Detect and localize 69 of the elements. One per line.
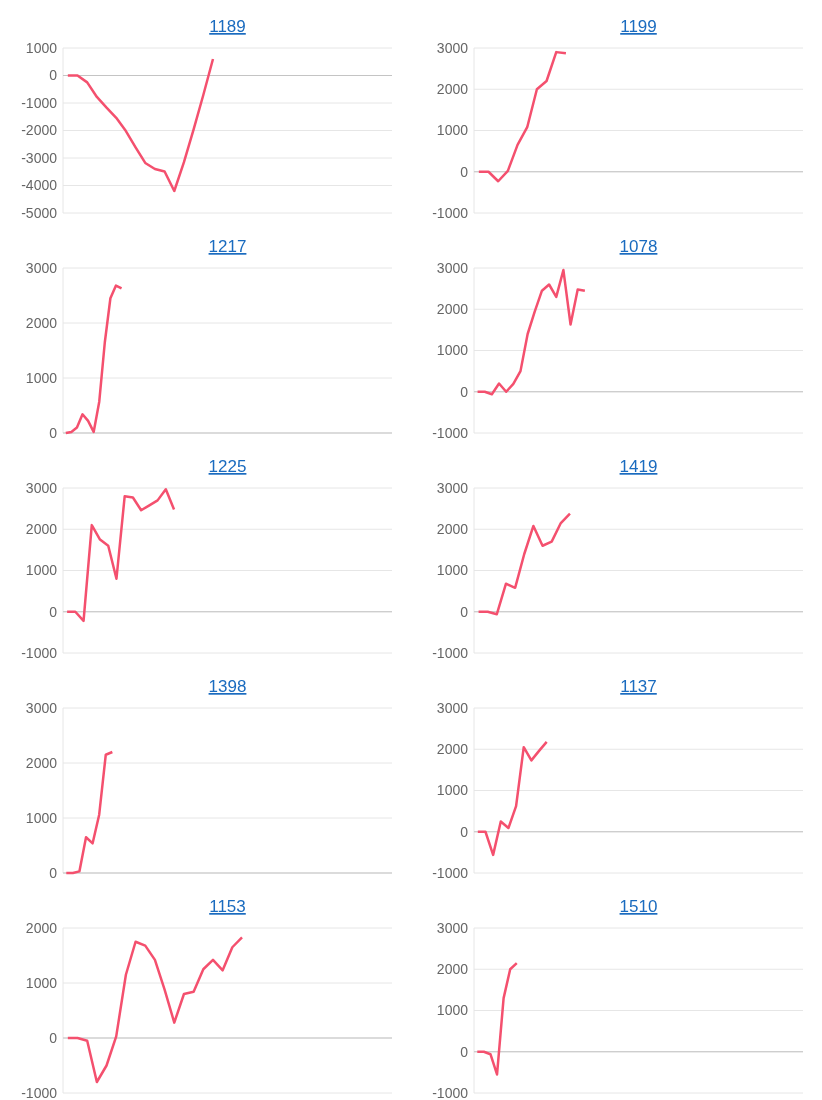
line-series: [66, 936, 244, 1084]
chart-title: 1217: [208, 237, 247, 256]
y-tick-label: 0: [460, 1043, 469, 1060]
y-tick-label: -1000: [21, 94, 58, 111]
y-tick-label: 2000: [436, 521, 469, 538]
chart-title: 1078: [619, 237, 658, 256]
line-series: [66, 57, 215, 193]
y-tick-label: 3000: [436, 39, 469, 56]
line-series: [64, 284, 123, 435]
chart-title: 1225: [208, 457, 247, 476]
y-tick-label: 1000: [436, 562, 469, 579]
y-tick-label: 2000: [436, 301, 469, 318]
y-tick-label: -1000: [432, 424, 469, 441]
y-tick-label: 1000: [25, 809, 58, 826]
y-tick-label: 3000: [25, 259, 58, 276]
y-tick-label: -1000: [21, 1084, 58, 1100]
line-series: [476, 961, 519, 1076]
y-tick-label: 2000: [25, 521, 58, 538]
line-series: [65, 750, 114, 875]
y-tick-label: 0: [460, 823, 469, 840]
y-tick-label: 1000: [25, 562, 58, 579]
chart-title: 1398: [208, 677, 247, 696]
y-tick-label: 0: [49, 864, 58, 881]
y-tick-label: -1000: [432, 204, 469, 221]
y-tick-label: -4000: [21, 177, 58, 194]
y-tick-label: 0: [460, 603, 469, 620]
y-tick-label: 1000: [25, 974, 58, 991]
chart-title: 1153: [209, 897, 246, 916]
y-tick-label: -1000: [21, 644, 58, 661]
y-tick-label: 3000: [436, 259, 469, 276]
y-tick-label: 3000: [436, 479, 469, 496]
y-tick-label: -2000: [21, 122, 58, 139]
line-series: [477, 512, 572, 616]
y-tick-label: 2000: [25, 314, 58, 331]
chart-title: 1137: [620, 677, 657, 696]
y-tick-label: 3000: [436, 919, 469, 936]
y-tick-label: -1000: [432, 644, 469, 661]
y-tick-label: 0: [49, 424, 58, 441]
y-tick-label: 1000: [436, 1002, 469, 1019]
chart-title: 1510: [619, 897, 658, 916]
y-tick-label: -3000: [21, 149, 58, 166]
y-tick-label: 0: [460, 163, 469, 180]
y-tick-label: 0: [49, 603, 58, 620]
y-tick-label: -1000: [432, 1084, 469, 1100]
y-tick-label: 3000: [436, 699, 469, 716]
y-tick-label: 2000: [436, 741, 469, 758]
y-tick-label: 1000: [436, 342, 469, 359]
y-tick-label: 1000: [436, 782, 469, 799]
line-series: [65, 487, 176, 623]
chart-title: 1419: [619, 457, 658, 476]
y-tick-label: 1000: [25, 369, 58, 386]
y-tick-label: 2000: [25, 919, 58, 936]
line-series: [476, 740, 548, 857]
y-tick-label: 1000: [436, 122, 469, 139]
y-tick-label: -5000: [21, 204, 58, 221]
chart-title: 1189: [209, 17, 246, 36]
y-tick-label: 2000: [25, 754, 58, 771]
line-series: [476, 268, 587, 396]
y-tick-label: 1000: [25, 39, 58, 56]
chart-title: 1199: [620, 17, 657, 36]
y-tick-label: 0: [460, 383, 469, 400]
y-tick-label: 0: [49, 1029, 58, 1046]
y-tick-label: 3000: [25, 479, 58, 496]
line-series: [477, 50, 568, 183]
y-tick-label: 2000: [436, 81, 469, 98]
y-tick-label: 0: [49, 67, 58, 84]
y-tick-label: 3000: [25, 699, 58, 716]
y-tick-label: -1000: [432, 864, 469, 881]
y-tick-label: 2000: [436, 961, 469, 978]
